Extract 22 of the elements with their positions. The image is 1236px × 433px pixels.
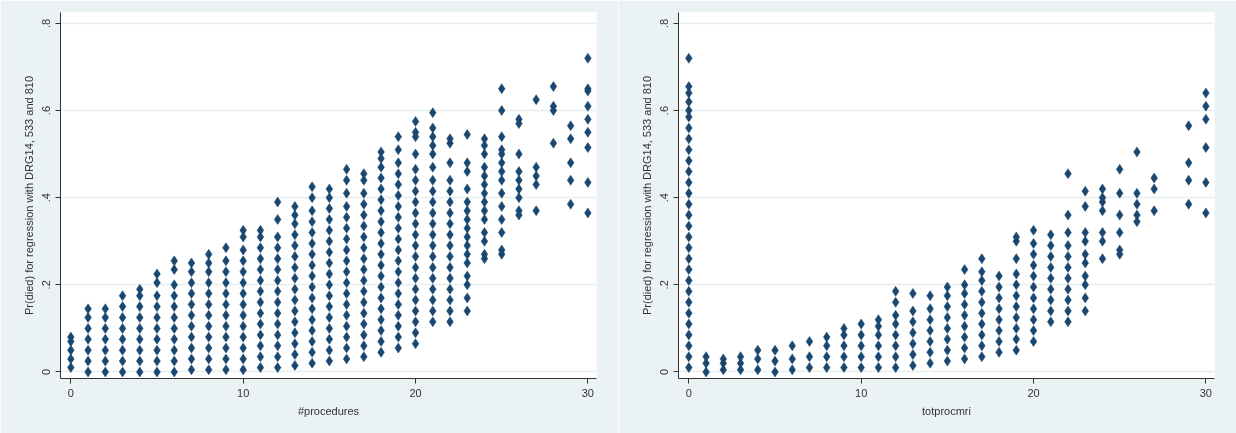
x-tick-label: 10 xyxy=(855,386,868,399)
x-tick-label: 30 xyxy=(581,386,595,399)
y-tick-label: .4 xyxy=(658,193,671,203)
y-tick-label: 0 xyxy=(658,368,671,376)
x-axis-title: totprocmri xyxy=(922,404,971,417)
y-tick-label: .2 xyxy=(658,280,671,290)
x-tick-label: 0 xyxy=(67,386,74,399)
y-tick-label: 0 xyxy=(40,368,53,376)
y-axis-title: Pr(died) for regression with DRG14, 533 and 810 xyxy=(640,75,653,316)
x-axis-title: #procedures xyxy=(297,404,360,417)
y-tick-label: .8 xyxy=(658,18,671,28)
y-tick-label: .6 xyxy=(40,105,53,116)
y-tick-label: .6 xyxy=(658,105,671,116)
y-tick-label: .8 xyxy=(40,18,53,28)
x-tick-label: 0 xyxy=(685,386,692,399)
x-tick-label: 30 xyxy=(1199,386,1213,399)
x-tick-label: 10 xyxy=(237,386,250,399)
y-tick-label: .2 xyxy=(40,280,53,290)
x-tick-label: 20 xyxy=(409,386,422,399)
y-axis-title: Pr(died) for regression with DRG14, 533 and 810 xyxy=(22,75,35,316)
x-tick-label: 20 xyxy=(1027,386,1040,399)
y-tick-label: .4 xyxy=(40,193,53,203)
